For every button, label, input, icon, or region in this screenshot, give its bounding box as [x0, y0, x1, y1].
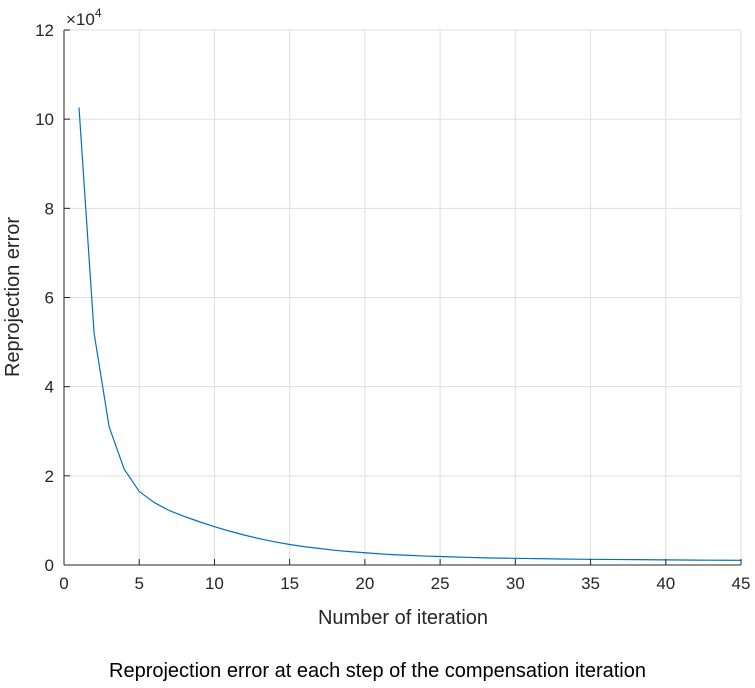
y-tick-label: 12 [35, 21, 54, 40]
x-tick-label: 20 [355, 574, 374, 593]
x-tick-label: 5 [134, 574, 143, 593]
tick-labels: 0 5 10 15 20 25 30 35 40 45 0 2 4 6 8 10 12 [35, 21, 750, 593]
y-tick-label: 4 [45, 378, 54, 397]
figure-caption: Reprojection error at each step of the c… [109, 660, 646, 682]
y-tick-label: 2 [45, 467, 54, 486]
y-axis-multiplier: ×104 [66, 6, 102, 29]
x-tick-label: 15 [280, 574, 299, 593]
x-axis-label: Number of iteration [318, 607, 488, 629]
y-axis-multiplier-base: ×10 [66, 10, 95, 29]
x-tick-label: 30 [506, 574, 525, 593]
x-tick-label: 40 [656, 574, 675, 593]
x-tick-label: 10 [205, 574, 224, 593]
y-tick-label: 10 [35, 110, 54, 129]
x-tick-label: 35 [581, 574, 600, 593]
x-tick-label: 25 [431, 574, 450, 593]
axes [63, 29, 742, 566]
y-tick-label: 8 [45, 199, 54, 218]
x-tick-label: 45 [732, 574, 751, 593]
y-tick-label: 6 [45, 289, 54, 308]
grid [63, 29, 742, 566]
plot-area [78, 107, 742, 561]
y-axis-label: Reprojection error [2, 217, 24, 377]
y-tick-label: 0 [45, 556, 54, 575]
series-line [78, 107, 742, 561]
x-tick-label: 0 [59, 574, 68, 593]
y-axis-multiplier-exponent: 4 [95, 6, 102, 20]
